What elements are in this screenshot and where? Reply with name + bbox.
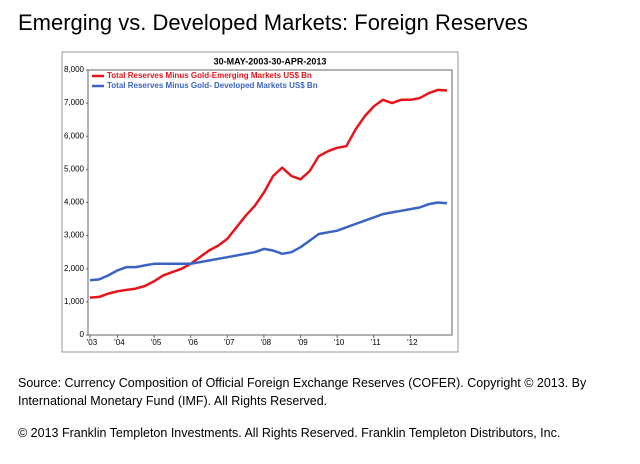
x-tick-label: '07 (224, 338, 235, 347)
x-tick-label: '10 (334, 338, 345, 347)
y-tick-label: 0 (80, 330, 85, 339)
x-tick-label: '06 (187, 338, 198, 347)
x-tick-label: '12 (407, 338, 418, 347)
x-tick-label: '04 (114, 338, 125, 347)
source-note: Source: Currency Composition of Official… (18, 376, 587, 408)
chart: Emerging vs. Developed Markets: Foreign … (18, 10, 528, 353)
x-tick-label: '11 (371, 338, 381, 347)
x-tick-label: '09 (297, 338, 308, 347)
copyright-note: © 2013 Franklin Templeton Investments. A… (18, 426, 561, 440)
x-tick-label: '05 (151, 338, 162, 347)
y-tick-label: 2,000 (64, 264, 85, 273)
y-tick-label: 1,000 (64, 297, 85, 306)
y-tick-label: 7,000 (64, 98, 85, 107)
series-line (89, 201, 448, 282)
page-title: Emerging vs. Developed Markets: Foreign … (18, 10, 528, 35)
plot-area (87, 69, 453, 336)
chart-frame (61, 51, 459, 353)
x-tick-label: '08 (261, 338, 272, 347)
chart-subtitle: 30-MAY-2003-30-APR-2013 (214, 56, 327, 66)
series-line (89, 88, 448, 299)
y-tick-label: 8,000 (64, 65, 85, 74)
legend-label: Total Reserves Minus Gold- Developed Mar… (107, 81, 318, 90)
y-tick-label: 3,000 (64, 231, 85, 240)
y-tick-label: 6,000 (64, 131, 85, 140)
y-tick-label: 5,000 (64, 164, 85, 173)
legend-label: Total Reserves Minus Gold-Emerging Marke… (107, 71, 312, 80)
y-tick-label: 4,000 (64, 198, 85, 207)
x-tick-label: '03 (87, 338, 98, 347)
